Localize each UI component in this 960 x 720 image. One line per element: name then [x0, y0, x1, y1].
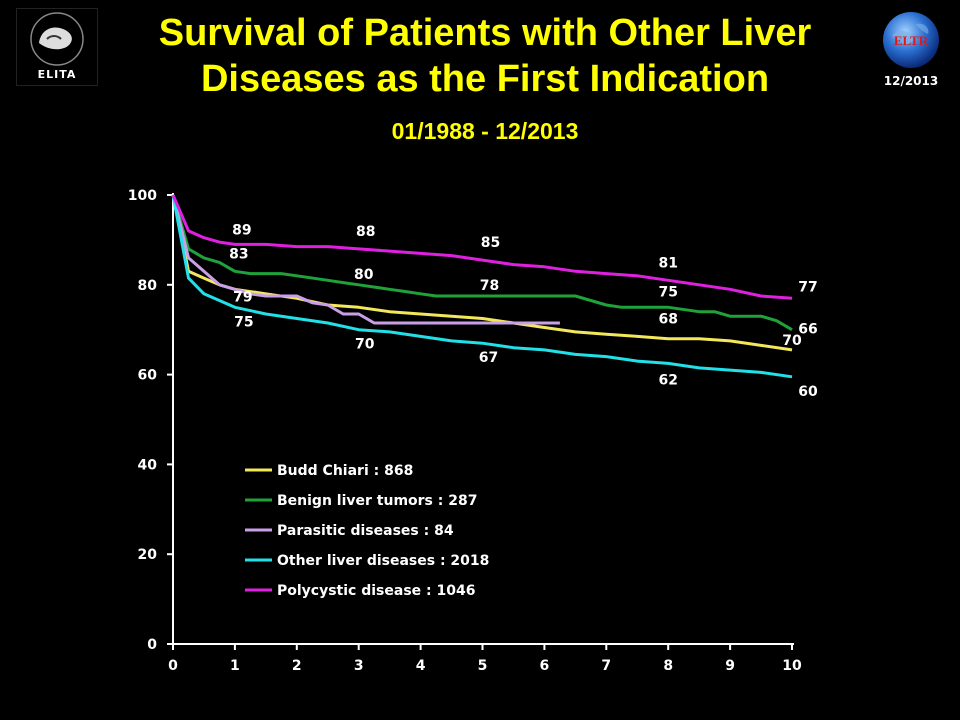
data-label: 78 [480, 278, 499, 294]
y-tick-label: 40 [138, 457, 158, 473]
globe-icon: ELTR [883, 12, 939, 68]
x-tick-label: 7 [601, 658, 611, 674]
legend-item-label: Budd Chiari : 868 [277, 463, 413, 479]
x-tick-label: 0 [168, 658, 178, 674]
series-line-2 [171, 194, 560, 325]
x-tick-label: 1 [230, 658, 240, 674]
legend-item-label: Polycystic disease : 1046 [277, 583, 475, 599]
series-line-3 [171, 194, 793, 379]
x-tick-label: 6 [540, 658, 550, 674]
data-label: 66 [798, 322, 817, 338]
x-tick-label: 8 [663, 658, 673, 674]
y-tick-label: 100 [128, 188, 157, 204]
x-tick-label: 2 [292, 658, 302, 674]
header-date: 12/2013 [883, 74, 939, 88]
y-tick-label: 60 [138, 368, 158, 384]
data-label: 70 [782, 333, 802, 349]
eltr-logo-text: ELTR [894, 33, 929, 48]
data-label: 81 [658, 255, 677, 271]
x-tick-label: 4 [416, 658, 426, 674]
data-label: 88 [356, 224, 375, 240]
title-line-2: Diseases as the First Indication [200, 58, 770, 100]
page-subtitle: 01/1988 - 12/2013 [391, 118, 579, 144]
y-tick-label: 20 [138, 547, 158, 563]
chart-data-labels: 79 68 70 83 80 78 75 66 75 70 67 62 60 89 88 85 81 77 [229, 222, 818, 399]
data-label: 60 [798, 384, 818, 400]
data-label: 89 [232, 222, 251, 238]
data-label: 67 [479, 350, 498, 366]
data-label: 77 [798, 279, 817, 295]
series-line-1 [171, 194, 793, 331]
data-label: 62 [658, 372, 677, 388]
title-line-1: Survival of Patients with Other Liver [158, 12, 812, 54]
elita-logo: ELITA [16, 8, 98, 86]
data-label: 75 [234, 314, 253, 330]
data-label: 85 [481, 235, 500, 251]
data-label: 79 [233, 289, 252, 305]
x-tick-label: 10 [782, 658, 802, 674]
eltr-globe-logo: ELTR [878, 6, 944, 74]
liver-emblem-icon [30, 12, 84, 66]
chart-series [171, 194, 793, 379]
chart-legend: Budd Chiari : 868 Benign liver tumors : 2… [245, 463, 489, 599]
elita-logo-text: ELITA [37, 68, 77, 81]
legend-item-label: Other liver diseases : 2018 [277, 553, 489, 569]
data-label: 75 [658, 284, 677, 300]
legend-item-label: Parasitic diseases : 84 [277, 523, 454, 539]
x-tick-label: 3 [354, 658, 364, 674]
data-label: 83 [229, 246, 248, 262]
series-line-4 [171, 194, 793, 300]
x-tick-label: 9 [725, 658, 735, 674]
y-tick-label: 80 [138, 278, 158, 294]
x-tick-label: 5 [478, 658, 488, 674]
page-title: Survival of Patients with Other Liver Di… [110, 10, 860, 102]
data-label: 80 [354, 267, 374, 283]
data-label: 70 [355, 337, 375, 353]
y-tick-label: 0 [147, 637, 157, 653]
legend-item-label: Benign liver tumors : 287 [277, 493, 477, 509]
data-label: 68 [658, 312, 677, 328]
